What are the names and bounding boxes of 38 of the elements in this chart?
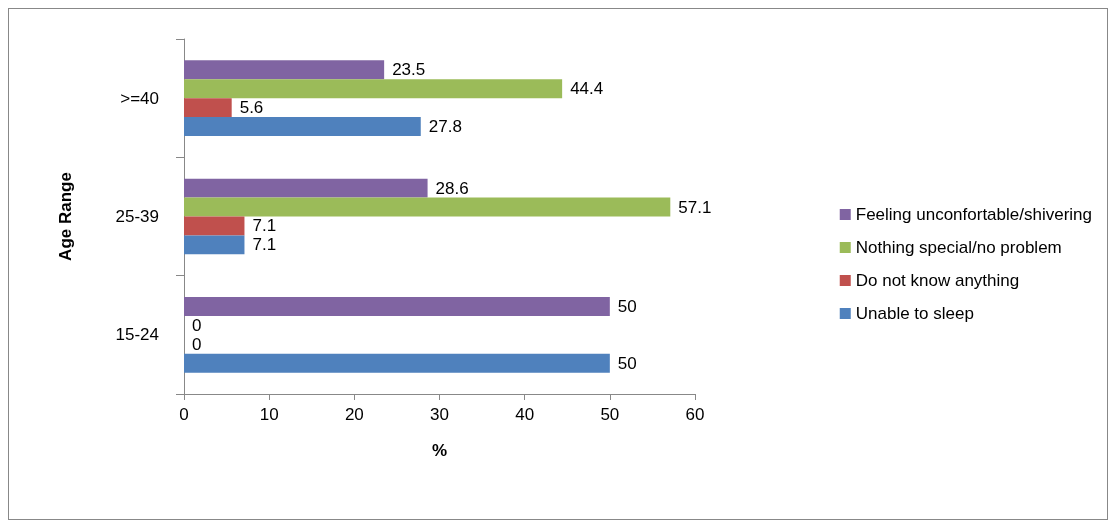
- y-tick-label: 25-39: [115, 207, 159, 226]
- data-label: 27.8: [428, 117, 462, 137]
- x-tick-label: 0: [179, 405, 189, 424]
- data-label: 28.6: [435, 178, 469, 198]
- bar: [184, 353, 610, 373]
- x-tick-label: 40: [515, 405, 535, 424]
- bar: [184, 216, 245, 236]
- legend-label: Nothing special/no problem: [855, 238, 1062, 257]
- data-label: 23.5: [392, 60, 426, 80]
- x-axis-title: %: [431, 441, 448, 460]
- bar: [184, 79, 563, 99]
- y-axis-title: Age Range: [56, 172, 75, 261]
- x-tick-label: 50: [600, 405, 620, 424]
- x-tick-label: 60: [685, 405, 705, 424]
- data-label: 50: [617, 353, 637, 373]
- bar: [184, 178, 428, 198]
- bar: [184, 98, 232, 118]
- data-label: 50: [617, 296, 637, 316]
- data-label: 44.4: [570, 79, 604, 99]
- bar: [184, 235, 245, 255]
- y-tick-label: 15-24: [115, 325, 159, 345]
- bar: [184, 117, 421, 137]
- legend-label: Feeling unconfortable/shivering: [855, 205, 1093, 224]
- y-tick-label: >=40: [120, 88, 159, 108]
- data-label: 0: [192, 334, 202, 354]
- legend-label: Unable to sleep: [855, 304, 974, 323]
- x-tick-label: 20: [344, 405, 364, 424]
- bar: [184, 296, 610, 316]
- bar: [184, 60, 385, 80]
- legend-label: Do not know anything: [855, 271, 1020, 290]
- data-label: 57.1: [678, 197, 712, 217]
- x-tick-label: 10: [259, 405, 279, 424]
- data-label: 7.1: [252, 216, 277, 236]
- data-label: 0: [192, 315, 202, 335]
- data-label: 5.6: [239, 98, 264, 118]
- x-tick-label: 30: [430, 405, 449, 424]
- data-label: 7.1: [252, 235, 277, 255]
- bar: [184, 197, 671, 217]
